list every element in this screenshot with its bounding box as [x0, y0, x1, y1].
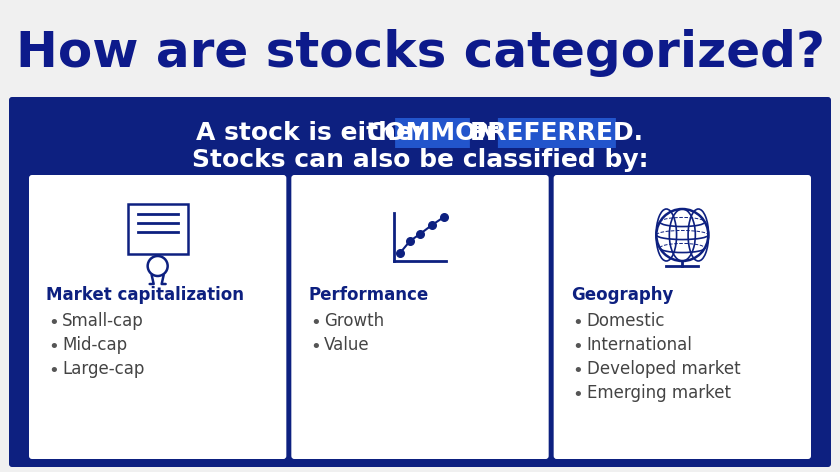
Text: •: •: [48, 362, 59, 380]
Point: [425, 221, 438, 229]
Text: Geography: Geography: [570, 286, 673, 304]
Text: International: International: [586, 336, 692, 354]
Text: Emerging market: Emerging market: [586, 384, 731, 402]
Circle shape: [148, 256, 168, 276]
Text: PREFERRED.: PREFERRED.: [470, 121, 644, 145]
FancyBboxPatch shape: [395, 118, 470, 148]
FancyBboxPatch shape: [498, 118, 616, 148]
FancyBboxPatch shape: [291, 175, 549, 459]
Text: •: •: [48, 314, 59, 332]
Text: •: •: [573, 314, 584, 332]
Point: [393, 249, 407, 257]
Text: •: •: [48, 338, 59, 356]
Text: Stocks can also be classified by:: Stocks can also be classified by:: [192, 148, 648, 172]
Text: •: •: [573, 362, 584, 380]
Point: [438, 213, 451, 221]
FancyBboxPatch shape: [29, 175, 286, 459]
Text: How are stocks categorized?: How are stocks categorized?: [15, 29, 825, 77]
Point: [413, 230, 427, 238]
FancyBboxPatch shape: [128, 204, 187, 254]
Text: Value: Value: [324, 336, 370, 354]
Text: •: •: [310, 314, 321, 332]
Text: •: •: [573, 338, 584, 356]
Text: Domestic: Domestic: [586, 312, 665, 330]
Text: COMMON: COMMON: [367, 121, 498, 145]
FancyBboxPatch shape: [554, 175, 811, 459]
Text: A stock is either: A stock is either: [196, 121, 433, 145]
Text: Market capitalization: Market capitalization: [46, 286, 244, 304]
FancyBboxPatch shape: [9, 97, 831, 467]
Point: [403, 237, 417, 245]
Text: Performance: Performance: [308, 286, 428, 304]
Text: Large-cap: Large-cap: [62, 360, 144, 378]
Text: Mid-cap: Mid-cap: [62, 336, 127, 354]
Text: •: •: [310, 338, 321, 356]
Circle shape: [656, 209, 708, 261]
Text: or: or: [460, 121, 507, 145]
Text: Developed market: Developed market: [586, 360, 740, 378]
Text: Growth: Growth: [324, 312, 385, 330]
Text: •: •: [573, 386, 584, 404]
Text: Small-cap: Small-cap: [62, 312, 144, 330]
